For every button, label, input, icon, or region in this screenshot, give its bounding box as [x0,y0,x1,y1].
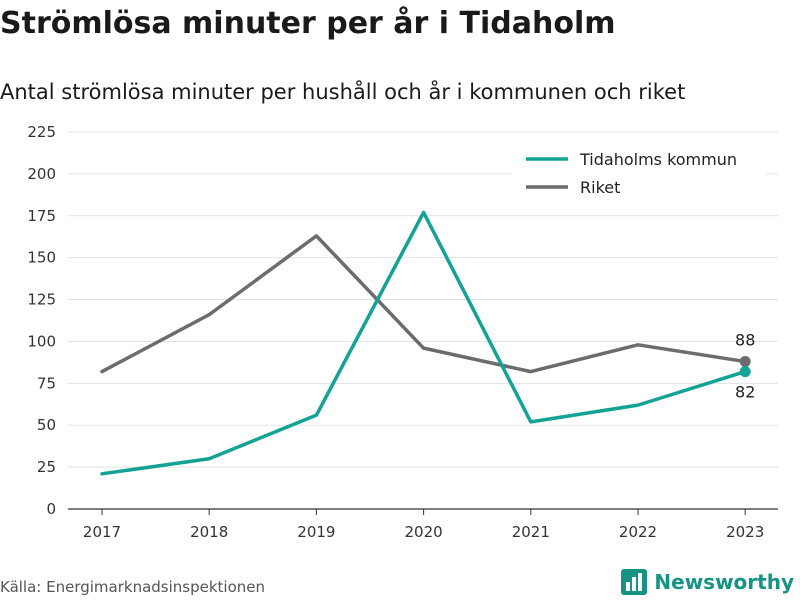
end-point-riket [739,356,751,368]
source-note: Källa: Energimarknadsinspektionen [0,578,266,596]
legend-label: Riket [580,178,620,197]
end-point-kommun [739,366,751,378]
y-tick-label: 125 [27,291,56,309]
y-tick-label: 100 [27,332,56,350]
series-lines: 88 82 [100,210,755,476]
chart-subtitle: Antal strömlösa minuter per hushåll och … [0,80,686,104]
bar-chart-logo-icon [621,569,648,595]
y-tick-label: 200 [27,165,56,183]
x-tick-label: 2022 [619,523,657,541]
y-tick-label: 175 [27,207,56,225]
end-value-label: 82 [735,383,755,402]
chart-title: Strömlösa minuter per år i Tidaholm [0,6,616,41]
y-tick-label: 50 [37,416,56,434]
x-tick-label: 2021 [512,523,550,541]
brand-logo: Newsworthy [621,569,794,595]
x-tick-label: 2023 [726,523,764,541]
y-tick-label: 75 [37,374,56,392]
legend: Tidaholms kommun Riket [512,143,766,205]
y-tick-label: 25 [37,458,56,476]
legend-box [512,143,766,205]
end-value-label: 88 [735,331,755,350]
x-tick-label: 2018 [190,523,228,541]
x-axis: 2017 2018 2019 2020 2021 2022 2023 [83,509,764,541]
y-tick-label: 0 [46,500,56,518]
series-line-riket [100,234,747,374]
y-tick-label: 225 [27,123,56,141]
series-line-kommun [100,210,747,476]
brand-name: Newsworthy [654,570,794,594]
x-tick-label: 2019 [297,523,335,541]
legend-label: Tidaholms kommun [579,150,737,169]
x-tick-label: 2017 [83,523,121,541]
y-tick-label: 150 [27,249,56,267]
y-axis: 0 25 50 75 100 125 150 175 200 225 [27,123,56,518]
x-tick-label: 2020 [405,523,443,541]
